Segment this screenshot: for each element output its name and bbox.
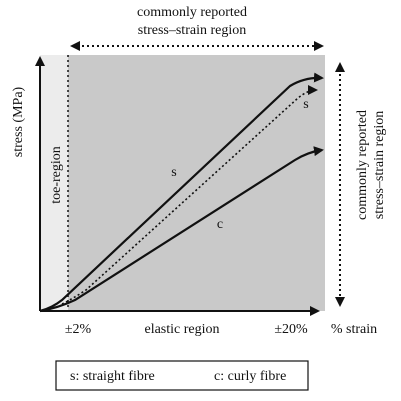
legend-box (55, 360, 309, 391)
tick-2pct-label: ±2% (65, 322, 92, 337)
legend-curly-fibre: c: curly fibre (214, 369, 286, 384)
tick-20pct-label: ±20% (274, 322, 308, 337)
commonly-reported-region-shading (68, 55, 325, 311)
top-label-line2: stress–strain region (138, 23, 246, 38)
curve-s-label: s (171, 165, 176, 180)
top-label-line1: commonly reported (137, 5, 247, 20)
legend-straight-fibre: s: straight fibre (70, 369, 155, 384)
curve-s-dotted-label: s (303, 97, 308, 112)
x-axis-label: % strain (331, 322, 377, 337)
toe-region-label: toe-region (49, 146, 64, 204)
right-label-line1: commonly reported (355, 110, 370, 220)
elastic-region-label: elastic region (144, 322, 219, 337)
y-axis-label: stress (MPa) (11, 86, 26, 157)
right-label-line2: stress–strain region (372, 111, 387, 219)
curve-c-label: c (217, 217, 223, 232)
toe-region-band (40, 55, 68, 311)
curve-curly-fibre (39, 146, 324, 313)
